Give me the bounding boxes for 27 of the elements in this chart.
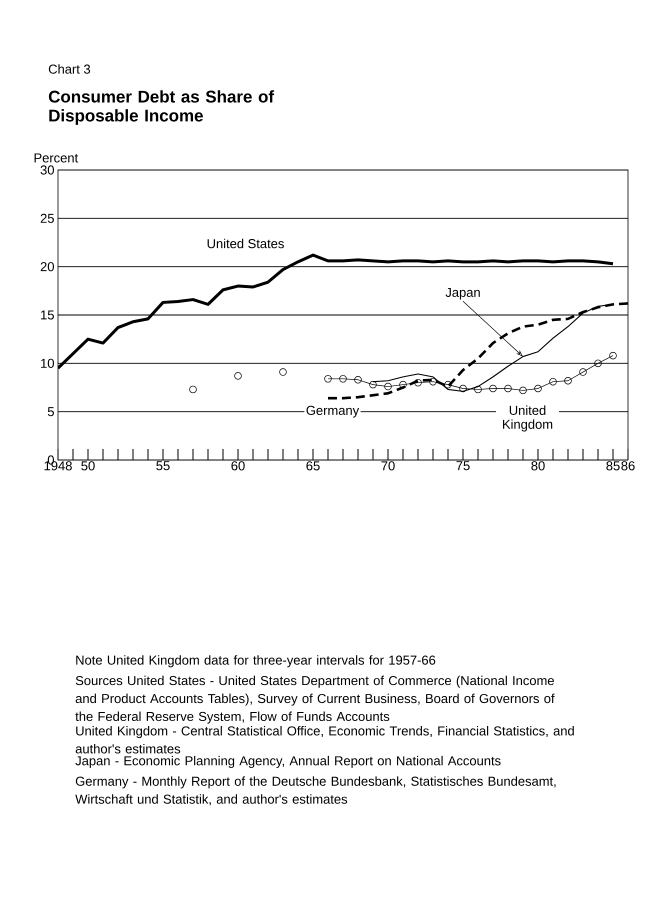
series-label: Germany [306, 406, 360, 418]
x-tick-label: 75 [456, 461, 470, 470]
x-tick-label: 50 [81, 461, 95, 470]
y-tick-label: 30 [40, 165, 54, 175]
x-tick-label: 70 [381, 461, 395, 470]
source-note: Sources United States - United States Department of Commerce (National Income and Product Accounts Tables), Survey of Current Business, Board of Governors of the Federal Reserve System, Flow of Funds Accounts [75, 676, 555, 724]
text: Japan [446, 288, 480, 300]
text: Japan - Economic Planning Agency, Annual Report on National Accounts [75, 756, 501, 768]
y-axis-title: Percent [34, 153, 78, 162]
text: Note United Kingdom data for three-year intervals for 1957-66 [76, 655, 436, 668]
x-tick-label: 86 [621, 461, 635, 470]
x-tick-label: 60 [231, 461, 245, 470]
x-tick-label: 85 [606, 461, 620, 470]
y-tick-label: 15 [41, 310, 54, 320]
x-tick-label: 65 [306, 461, 320, 470]
y-tick-label: 20 [40, 262, 54, 272]
chart-subtitle: Chart 3 [48, 64, 90, 74]
series-label: United Kingdom [503, 405, 552, 432]
y-tick-label: 5 [48, 407, 54, 416]
y-tick-label: 10 [41, 358, 54, 368]
text: Germany - Monthly Report of the Deutsche Bundesbank, Statistisches Bundesamt, Wirtschaft und Statistik, and author's estimates [75, 776, 556, 806]
x-tick-label: 55 [156, 461, 170, 470]
chart-title: Consumer Debt as Share of Disposable Income [48, 90, 274, 125]
series-label: United States [208, 238, 284, 248]
y-tick-label: 25 [40, 214, 54, 223]
text: United Kingdom - Central Statistical Office, Economic Trends, Financial Statistics, and author's estimates [76, 726, 574, 754]
x-tick-label: 80 [531, 461, 545, 470]
